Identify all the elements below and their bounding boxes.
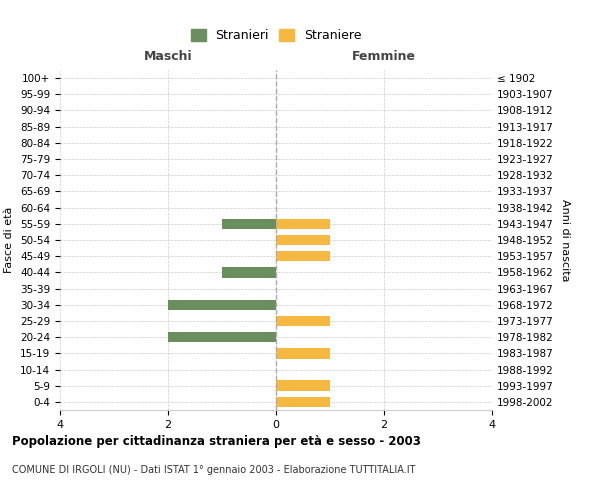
Bar <box>168 332 276 342</box>
Legend: Stranieri, Straniere: Stranieri, Straniere <box>191 28 361 42</box>
Y-axis label: Anni di nascita: Anni di nascita <box>560 198 570 281</box>
Bar <box>222 267 276 278</box>
Bar <box>276 380 330 391</box>
Bar <box>276 251 330 262</box>
Bar <box>276 396 330 407</box>
Bar <box>276 234 330 246</box>
Y-axis label: Fasce di età: Fasce di età <box>4 207 14 273</box>
Text: COMUNE DI IRGOLI (NU) - Dati ISTAT 1° gennaio 2003 - Elaborazione TUTTITALIA.IT: COMUNE DI IRGOLI (NU) - Dati ISTAT 1° ge… <box>12 465 415 475</box>
Text: Femmine: Femmine <box>352 50 416 63</box>
Bar <box>276 218 330 229</box>
Bar <box>276 348 330 358</box>
Text: Maschi: Maschi <box>143 50 193 63</box>
Text: Popolazione per cittadinanza straniera per età e sesso - 2003: Popolazione per cittadinanza straniera p… <box>12 435 421 448</box>
Bar <box>222 218 276 229</box>
Bar <box>276 316 330 326</box>
Bar <box>168 300 276 310</box>
